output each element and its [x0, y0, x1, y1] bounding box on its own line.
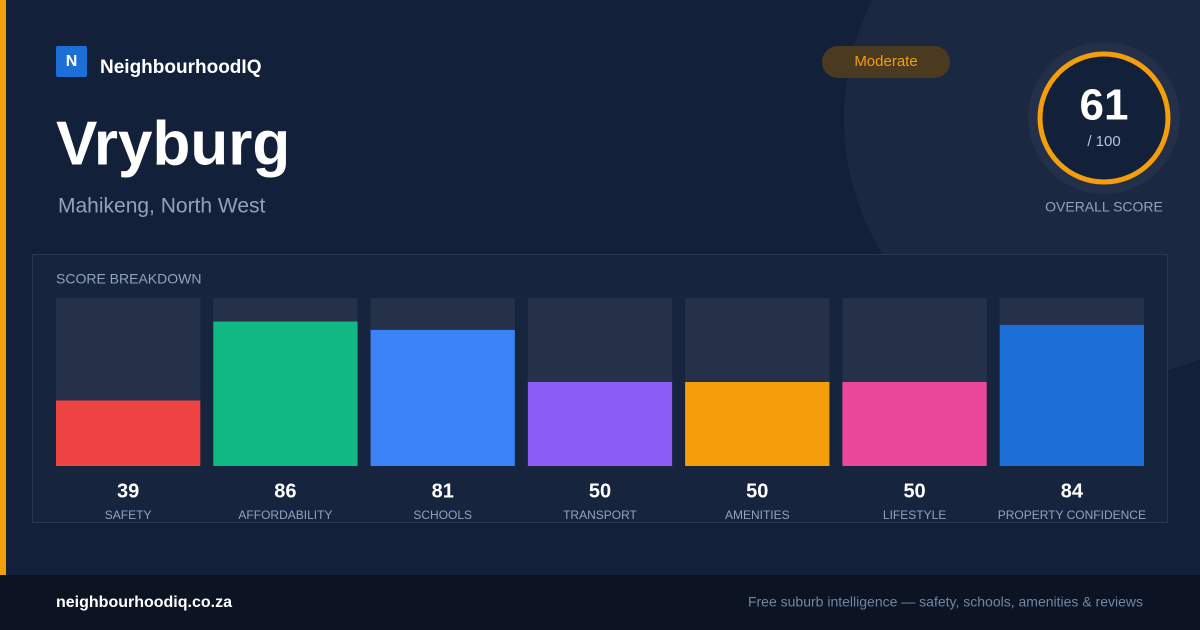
value-label: 84 — [1061, 480, 1084, 502]
footer — [0, 575, 1200, 630]
score-caption: OVERALL SCORE — [1045, 199, 1163, 215]
logo — [56, 46, 87, 77]
category-label: TRANSPORT — [563, 508, 637, 522]
value-label: 50 — [589, 480, 611, 502]
brand-name: NeighbourhoodIQ — [100, 57, 261, 78]
value-label: 81 — [432, 480, 454, 502]
bar — [685, 382, 830, 466]
bar — [370, 329, 515, 466]
accent-stripe — [0, 0, 6, 575]
badge — [822, 46, 950, 78]
value-label: 39 — [117, 480, 139, 502]
bar — [527, 382, 673, 466]
bar — [56, 400, 201, 466]
category-label: SCHOOLS — [413, 508, 472, 522]
score-value: 61 — [1080, 81, 1129, 130]
value-label: 50 — [903, 480, 925, 502]
badge-text: Moderate — [854, 53, 917, 70]
category-label: LIFESTYLE — [883, 508, 946, 522]
footer-tagline: Free suburb intelligence — safety, schoo… — [748, 594, 1143, 610]
footer-site: neighbourhoodiq.co.za — [56, 594, 232, 611]
bar — [842, 382, 987, 466]
logo-letter: N — [66, 53, 78, 70]
category-label: PROPERTY CONFIDENCE — [998, 508, 1146, 522]
title: Vryburg — [56, 109, 290, 178]
chart-title: SCORE BREAKDOWN — [56, 271, 201, 287]
category-label: AMENITIES — [725, 508, 790, 522]
subtitle: Mahikeng, North West — [58, 195, 266, 218]
score-max: / 100 — [1087, 133, 1120, 150]
bar — [999, 324, 1144, 466]
category-label: SAFETY — [105, 508, 152, 522]
bar — [213, 321, 358, 466]
value-label: 86 — [274, 480, 296, 502]
value-label: 50 — [746, 480, 768, 502]
score-ring — [1037, 51, 1171, 185]
category-label: AFFORDABILITY — [238, 508, 332, 522]
